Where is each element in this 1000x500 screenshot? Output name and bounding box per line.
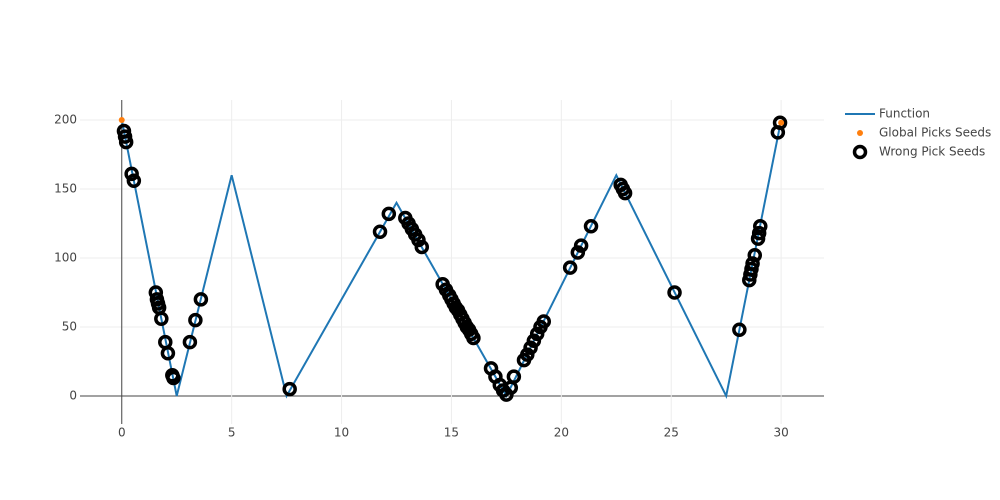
wrong-seed-point xyxy=(617,185,633,201)
wrong-seed-point xyxy=(536,314,552,329)
wrong-seed-point xyxy=(667,285,682,300)
wrong-seed-point xyxy=(381,206,397,222)
wrong-seed-point xyxy=(124,166,139,182)
wrong-seed-point xyxy=(466,330,481,346)
legend-label[interactable]: Global Picks Seeds xyxy=(879,126,991,140)
wrong-seed-point xyxy=(118,134,134,150)
wrong-seed-point xyxy=(414,239,430,255)
y-tick-label: 150 xyxy=(54,182,77,196)
wrong-seed-point xyxy=(188,312,203,328)
seed-point xyxy=(118,117,125,124)
function-line xyxy=(120,119,783,400)
wrong-seed-point xyxy=(193,292,209,307)
x-tick-label: 20 xyxy=(554,426,569,440)
wrong-seed-point xyxy=(562,260,578,275)
x-tick-label: 15 xyxy=(444,426,459,440)
y-tick-label: 200 xyxy=(54,113,77,127)
wrong-seed-point xyxy=(126,173,142,188)
y-tick-label: 50 xyxy=(62,319,77,333)
wrong-seed-point xyxy=(747,247,763,263)
y-tick-label: 100 xyxy=(54,250,77,264)
x-tick-label: 25 xyxy=(664,426,679,440)
legend-swatch[interactable] xyxy=(852,144,868,160)
legend-label[interactable]: Function xyxy=(879,107,930,121)
wrong-seed-point xyxy=(372,224,388,240)
wrong-seed-point xyxy=(751,225,767,241)
legend-label[interactable]: Wrong Pick Seeds xyxy=(879,145,985,159)
wrong-seed-point xyxy=(154,311,169,326)
wrong-seed-point xyxy=(160,345,176,361)
wrong-seed-point xyxy=(166,370,181,386)
wrong-seed-point xyxy=(772,115,788,131)
wrong-seed-point xyxy=(753,219,768,234)
legend-swatch[interactable] xyxy=(857,130,863,136)
x-tick-label: 5 xyxy=(228,426,236,440)
wrong-seed-point xyxy=(573,238,589,253)
x-tick-label: 10 xyxy=(334,426,349,440)
wrong-seed-point xyxy=(732,322,747,338)
wrong-seed-point xyxy=(583,219,599,234)
x-tick-label: 30 xyxy=(773,426,788,440)
wrong-seed-point xyxy=(745,256,760,271)
wrong-seed-point xyxy=(506,369,522,384)
wrong-seed-point xyxy=(282,381,297,397)
y-tick-label: 0 xyxy=(69,388,77,402)
wrong-seed-point xyxy=(182,334,198,350)
seed-point xyxy=(778,119,785,126)
x-tick-label: 0 xyxy=(118,426,126,440)
